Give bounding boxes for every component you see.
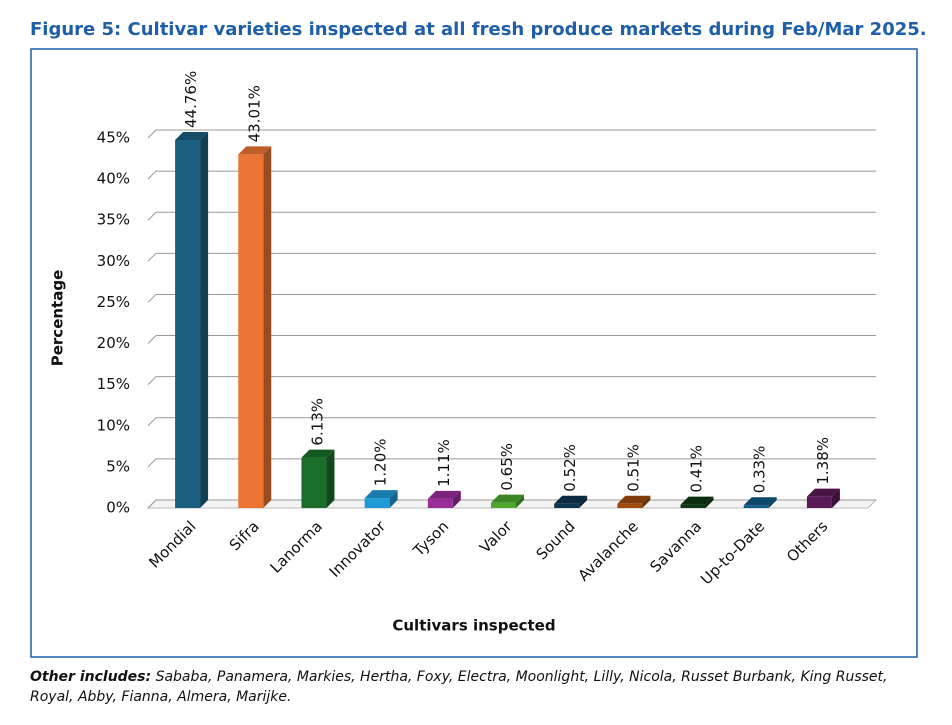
- bar: [238, 154, 264, 508]
- grid-line: [147, 252, 876, 262]
- bar-side: [326, 449, 335, 508]
- y-tick-label: 45%: [97, 129, 130, 147]
- bar-side: [768, 497, 777, 508]
- y-axis-title: Percentage: [49, 270, 67, 367]
- bar: [806, 496, 832, 508]
- bar-top: [301, 449, 335, 458]
- value-label: 0.65%: [498, 443, 516, 491]
- grid-line: [147, 376, 876, 386]
- bar-side: [200, 131, 209, 508]
- footnote-text: Sababa, Panamera, Markies, Hertha, Foxy,…: [30, 669, 888, 705]
- grid-line: [147, 211, 876, 221]
- bar-top: [806, 488, 840, 497]
- x-tick-label: Sound: [533, 517, 579, 563]
- bar: [301, 457, 327, 508]
- bar-top: [617, 495, 651, 504]
- y-tick-label: 40%: [97, 170, 130, 188]
- bar-side: [642, 495, 651, 508]
- bar: [364, 498, 390, 508]
- value-label: 43.01%: [245, 85, 263, 142]
- bar-top: [554, 495, 588, 504]
- y-tick-label: 5%: [106, 457, 130, 475]
- x-tick-label: Innovator: [326, 517, 390, 581]
- footnote: Other includes: Sababa, Panamera, Markie…: [30, 667, 910, 707]
- bar-side: [516, 494, 524, 508]
- bar-side: [389, 490, 398, 508]
- bar-top: [743, 497, 777, 506]
- bar-top: [175, 131, 209, 140]
- x-tick-label: Others: [783, 517, 832, 566]
- y-tick-label: 20%: [97, 334, 130, 352]
- x-tick-label: Sifra: [226, 517, 263, 554]
- y-tick-label: 15%: [97, 375, 130, 393]
- grid-line: [147, 458, 876, 468]
- value-label: 0.52%: [561, 444, 579, 492]
- value-label: 1.38%: [814, 437, 832, 485]
- bar-top: [680, 496, 714, 505]
- grid-line: [147, 293, 876, 303]
- bar: [617, 503, 643, 508]
- bar: [427, 498, 453, 508]
- bar-side: [579, 495, 588, 508]
- footnote-label: Other includes:: [30, 669, 152, 685]
- value-label: 0.33%: [751, 446, 769, 494]
- x-tick-label: Up-to-Date: [697, 517, 768, 588]
- bar-top: [364, 490, 398, 499]
- x-tick-label: Tyson: [409, 517, 452, 560]
- x-tick-label: Valor: [476, 517, 516, 557]
- value-label: 1.20%: [372, 438, 390, 486]
- chart-title: Figure 5: Cultivar varieties inspected a…: [30, 19, 927, 40]
- value-label: 44.76%: [182, 71, 200, 128]
- bar-top: [238, 146, 272, 155]
- bar: [491, 502, 516, 508]
- x-tick-label: Lanorma: [267, 517, 326, 576]
- y-tick-label: 25%: [97, 293, 130, 311]
- grid-line: [147, 417, 876, 427]
- x-tick-label: Savanna: [646, 517, 705, 576]
- grid-line: [147, 129, 876, 139]
- bar-top: [491, 494, 524, 503]
- bar-side: [452, 490, 461, 508]
- bar: [743, 505, 769, 508]
- x-axis-title: Cultivars inspected: [392, 617, 555, 635]
- bar-side: [831, 488, 840, 508]
- value-label: 0.41%: [688, 445, 706, 493]
- bar: [680, 504, 706, 508]
- value-label: 1.11%: [435, 439, 453, 487]
- value-label: 6.13%: [308, 398, 326, 446]
- y-tick-label: 35%: [97, 211, 130, 229]
- bar-side: [263, 146, 272, 508]
- grid-line: [147, 170, 876, 180]
- y-tick-label: 10%: [97, 416, 130, 434]
- x-tick-label: Mondial: [145, 517, 199, 571]
- x-tick-label: Avalanche: [574, 517, 641, 584]
- grid-line: [147, 335, 876, 344]
- y-tick-label: 30%: [97, 252, 130, 270]
- bar-side: [705, 496, 714, 508]
- value-label: 0.51%: [624, 444, 642, 492]
- chart-border: [30, 48, 918, 658]
- bar: [175, 139, 201, 508]
- y-tick-label: 0%: [106, 499, 130, 517]
- bar-top: [427, 490, 461, 499]
- bar: [554, 503, 580, 508]
